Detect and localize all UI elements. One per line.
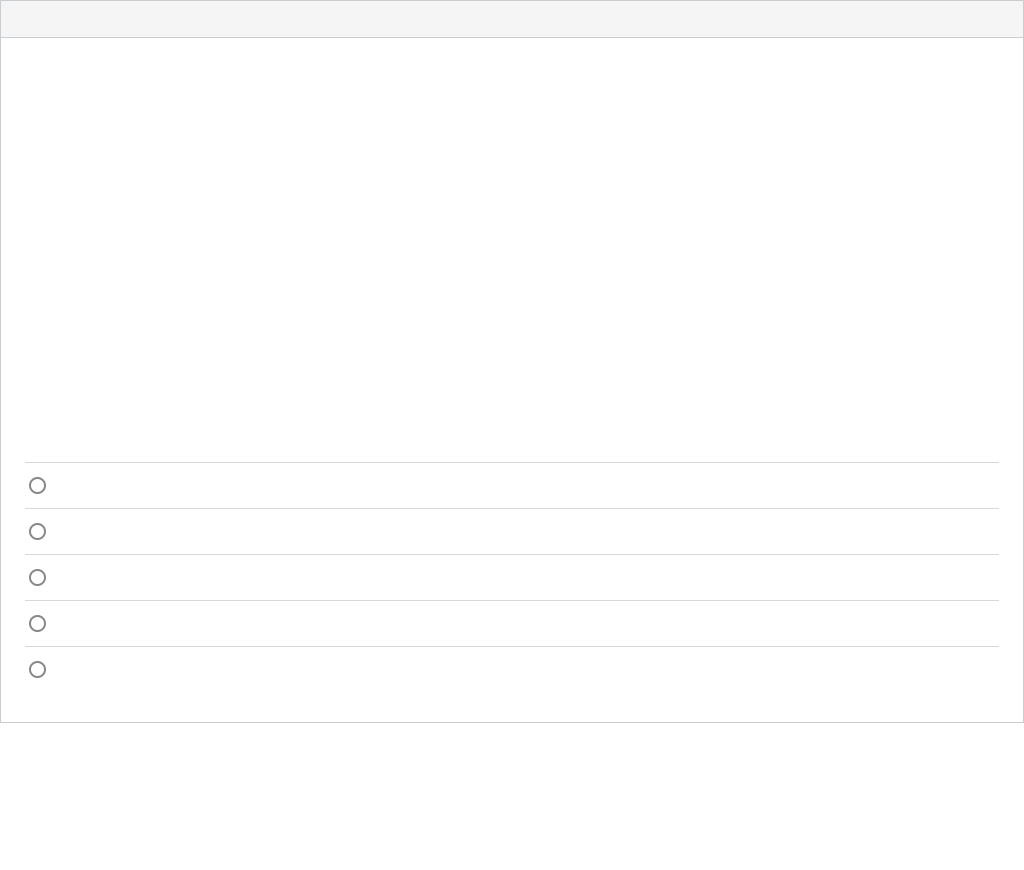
question-body (1, 38, 1023, 722)
radio-icon (29, 661, 46, 678)
question-header (1, 1, 1023, 38)
option-row[interactable] (25, 554, 999, 600)
options-list (25, 462, 999, 692)
radio-icon (29, 477, 46, 494)
circuit-svg (182, 82, 842, 402)
option-row[interactable] (25, 600, 999, 646)
radio-icon (29, 523, 46, 540)
option-row[interactable] (25, 462, 999, 508)
option-row[interactable] (25, 646, 999, 692)
option-row[interactable] (25, 508, 999, 554)
circuit-diagram (25, 82, 999, 402)
question-card (0, 0, 1024, 723)
radio-icon (29, 615, 46, 632)
radio-icon (29, 569, 46, 586)
